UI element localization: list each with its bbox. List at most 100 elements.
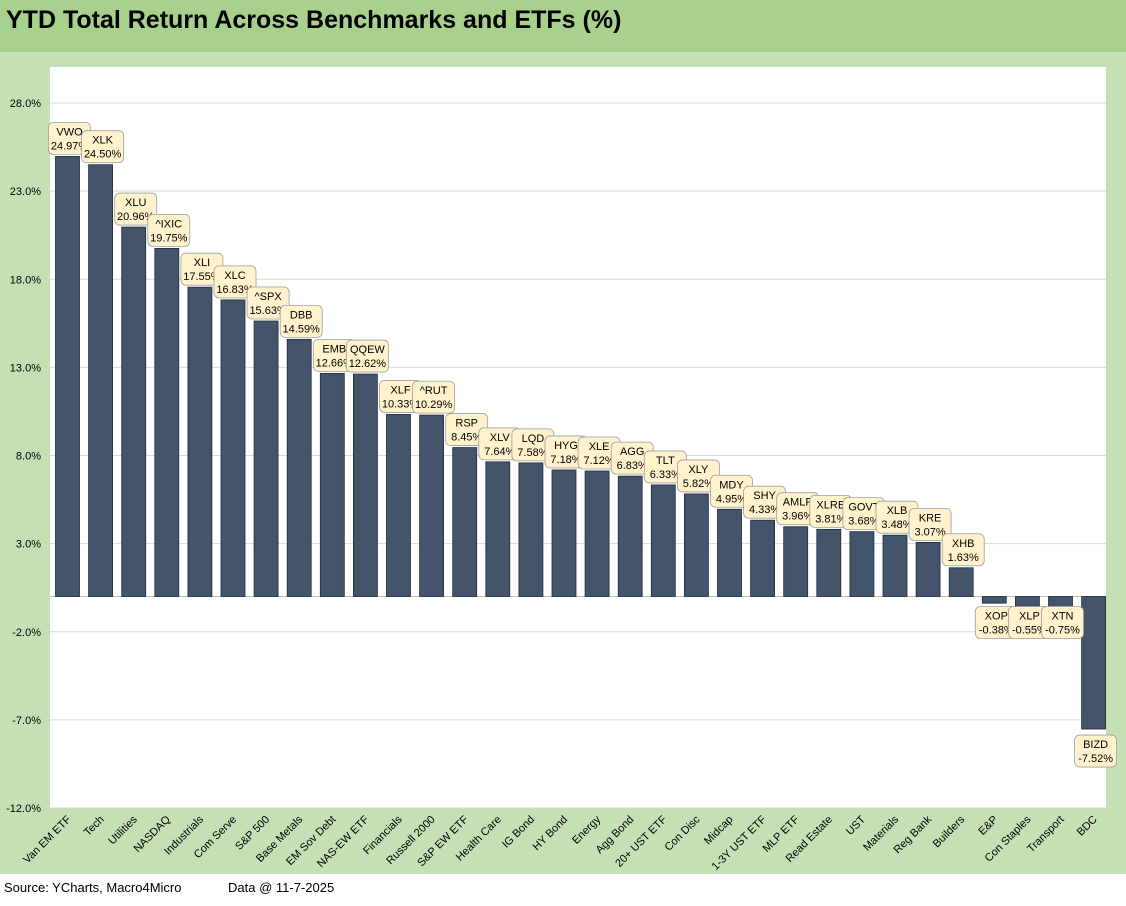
data-label: LQD 7.58% bbox=[511, 428, 555, 462]
data-label-value: 8.45% bbox=[451, 432, 482, 444]
bar bbox=[915, 541, 941, 597]
bar bbox=[55, 156, 80, 597]
bar bbox=[1081, 596, 1106, 730]
data-label-ticker: QQEW bbox=[350, 344, 385, 356]
bar bbox=[352, 373, 378, 597]
data-label-ticker: XTN bbox=[1052, 611, 1074, 623]
data-label: XLF 10.33% bbox=[379, 380, 422, 413]
bar bbox=[518, 462, 544, 597]
data-label-value: 3.68% bbox=[848, 516, 879, 528]
data-label-box bbox=[213, 265, 257, 299]
data-label-value: 17.55% bbox=[183, 271, 221, 283]
data-label: ^IXIC 19.75% bbox=[147, 214, 191, 247]
data-label-value: 3.96% bbox=[782, 511, 813, 523]
data-label-value: -0.75% bbox=[1045, 625, 1080, 637]
data-label-value: 7.12% bbox=[583, 455, 614, 467]
data-label-ticker: AMLP bbox=[783, 497, 813, 509]
y-tick-label: 3.0% bbox=[16, 539, 41, 551]
bar bbox=[286, 338, 312, 597]
bar bbox=[849, 531, 875, 597]
data-label-ticker: XLF bbox=[390, 384, 410, 396]
data-label-ticker: AGG bbox=[620, 446, 644, 458]
data-label: XLC 16.83% bbox=[213, 265, 257, 299]
data-label-value: 6.33% bbox=[650, 469, 681, 481]
data-label-value: 14.59% bbox=[283, 323, 321, 335]
bar bbox=[253, 320, 279, 597]
data-label-value: 12.66% bbox=[316, 357, 354, 369]
data-label-box bbox=[908, 507, 952, 541]
data-label-ticker: XOP bbox=[985, 611, 1008, 623]
data-label: HYG 7.18% bbox=[544, 435, 588, 469]
bar bbox=[617, 475, 643, 597]
data-label: RSP 8.45% bbox=[445, 413, 489, 446]
x-tick-label: HY Bond bbox=[531, 814, 570, 853]
data-label-value: 3.07% bbox=[914, 526, 945, 538]
data-label: GOVT 3.68% bbox=[842, 497, 886, 531]
data-label-value: 3.81% bbox=[815, 513, 846, 525]
data-label: XLRE 3.81% bbox=[809, 494, 853, 528]
data-label-ticker: ^IXIC bbox=[156, 218, 183, 230]
data-label-value: 7.18% bbox=[550, 454, 581, 466]
data-label-value: 15.63% bbox=[249, 305, 287, 317]
bar bbox=[750, 519, 775, 597]
data-label-value: 10.29% bbox=[415, 399, 453, 411]
bar bbox=[419, 414, 445, 597]
data-label-ticker: BIZD bbox=[1083, 739, 1108, 751]
y-tick-label: 8.0% bbox=[16, 451, 41, 463]
y-tick-label: 23.0% bbox=[10, 186, 41, 198]
data-label: XLV 7.64% bbox=[478, 427, 522, 461]
bar bbox=[584, 470, 610, 597]
data-label-ticker: EMB bbox=[322, 343, 346, 355]
chart-title: YTD Total Return Across Benchmarks and E… bbox=[6, 6, 622, 34]
x-tick-label: UST bbox=[844, 813, 868, 837]
data-label-value: 5.82% bbox=[683, 478, 714, 490]
data-label-ticker: XLC bbox=[224, 270, 245, 282]
data-label: KRE 3.07% bbox=[908, 507, 952, 541]
x-tick-label: BDC bbox=[1075, 814, 1100, 839]
y-tick-label: -12.0% bbox=[6, 803, 41, 815]
data-label-box bbox=[345, 339, 389, 373]
x-tick-label: Builders bbox=[931, 813, 968, 850]
data-label-value: 24.97% bbox=[51, 140, 89, 152]
x-tick-label: Van EM ETF bbox=[21, 813, 74, 866]
bar bbox=[551, 469, 577, 597]
bar bbox=[187, 286, 213, 597]
data-label-ticker: XLE bbox=[589, 441, 610, 453]
bar bbox=[717, 508, 742, 597]
data-label-ticker: RSP bbox=[455, 418, 478, 430]
data-label-ticker: XLRE bbox=[816, 499, 845, 511]
data-label-value: 24.50% bbox=[84, 149, 122, 161]
data-label-ticker: XLV bbox=[490, 432, 511, 444]
y-tick-label: -7.0% bbox=[12, 715, 41, 727]
data-label-box bbox=[279, 304, 323, 338]
data-label: XLK 24.50% bbox=[81, 130, 124, 164]
y-tick-label: 13.0% bbox=[10, 362, 41, 374]
data-label-value: 3.48% bbox=[881, 519, 912, 531]
data-label: XLB 3.48% bbox=[875, 500, 919, 534]
bar bbox=[121, 226, 147, 597]
data-label-value: 16.83% bbox=[216, 284, 254, 296]
data-label: MDY 4.95% bbox=[710, 474, 753, 508]
x-tick-label: Transport bbox=[1025, 814, 1066, 855]
bar bbox=[154, 248, 180, 597]
data-label-value: 10.33% bbox=[382, 398, 420, 410]
bar bbox=[220, 299, 246, 597]
data-label: XLY 5.82% bbox=[677, 459, 720, 493]
data-label-ticker: XLI bbox=[194, 257, 211, 269]
data-label: XHB 1.63% bbox=[941, 533, 985, 567]
data-label-ticker: ^SPX bbox=[255, 291, 283, 303]
data-label: AGG 6.83% bbox=[610, 441, 654, 475]
data-label-ticker: XLP bbox=[1019, 611, 1040, 623]
data-label-ticker: SHY bbox=[753, 490, 776, 502]
data-label-value: 7.58% bbox=[517, 447, 548, 459]
data-label: XLI 17.55% bbox=[180, 252, 224, 286]
data-label: XTN -0.75% bbox=[1041, 606, 1084, 639]
data-label-ticker: XHB bbox=[952, 538, 975, 550]
x-tick-label: Tech bbox=[82, 814, 107, 839]
data-date-note: Data @ 11-7-2025 bbox=[228, 880, 335, 895]
data-label: ^RUT 10.29% bbox=[412, 380, 456, 414]
bar bbox=[684, 493, 709, 597]
data-label-ticker: XLY bbox=[688, 464, 709, 476]
data-label-box bbox=[1041, 606, 1084, 639]
data-label-ticker: ^RUT bbox=[420, 385, 448, 397]
